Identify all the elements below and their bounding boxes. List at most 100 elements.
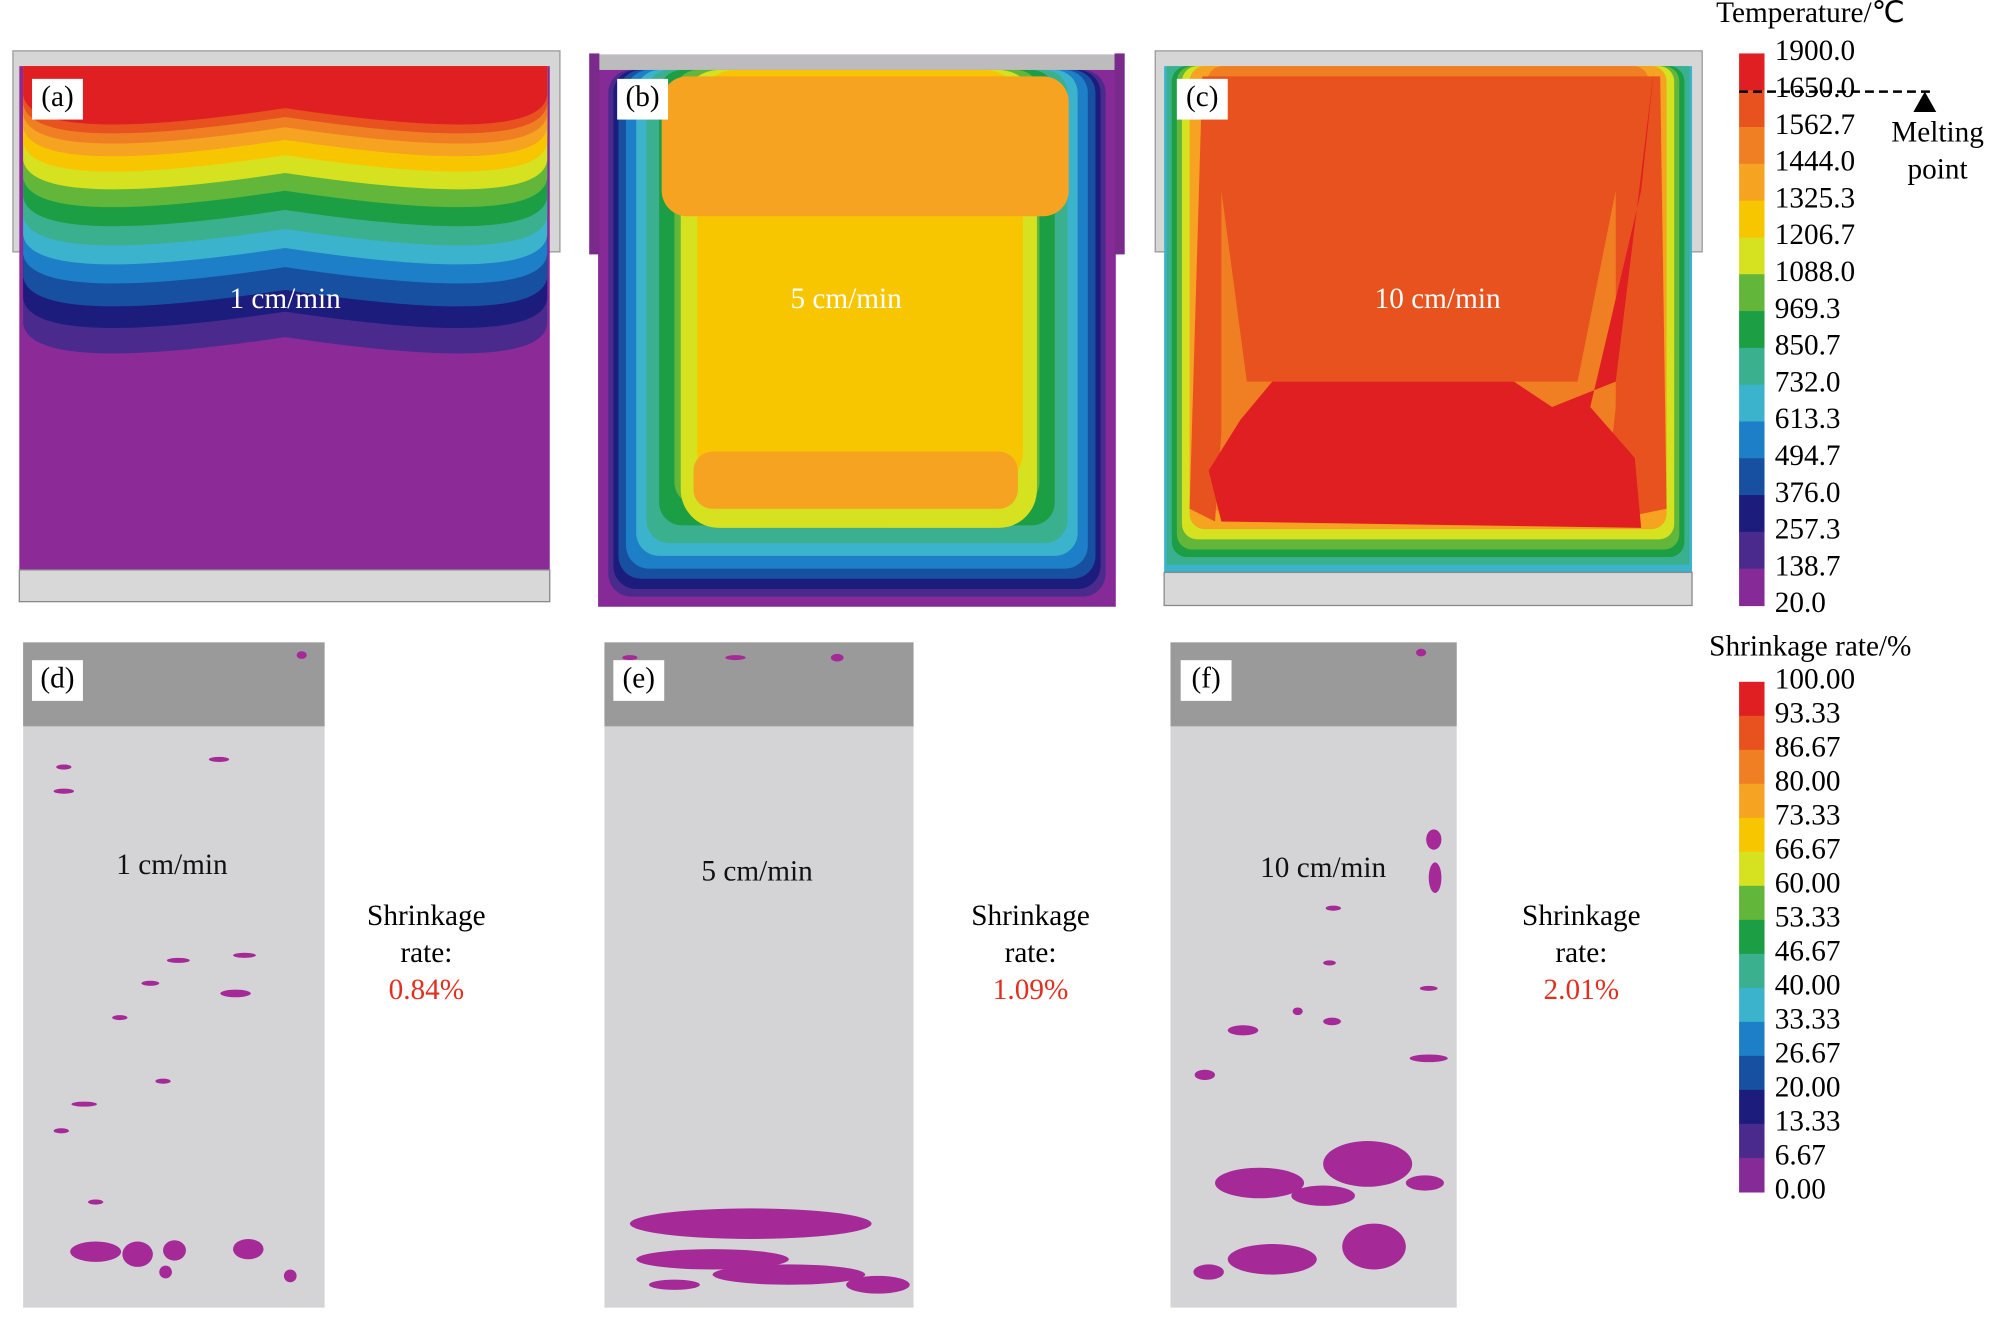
defect <box>1405 1175 1444 1191</box>
defect <box>846 1275 910 1294</box>
defect <box>1325 905 1341 911</box>
legend-label: 13.33 <box>1775 1106 1841 1138</box>
defect <box>1193 1264 1224 1280</box>
color-band <box>1739 531 1765 570</box>
defect <box>1227 1244 1317 1275</box>
color-band <box>1739 274 1765 312</box>
mold-base <box>1163 571 1693 607</box>
color-band <box>1739 851 1765 887</box>
speed-label: 5 cm/min <box>701 856 813 888</box>
defect <box>220 989 251 998</box>
legend-label: 33.33 <box>1775 1004 1841 1036</box>
legend-label: 60.00 <box>1775 868 1841 900</box>
defect <box>1409 1054 1448 1063</box>
casting <box>604 642 914 1308</box>
note: Shrinkage <box>367 900 486 932</box>
color-band <box>1739 458 1765 496</box>
legend-label: 26.67 <box>1775 1038 1841 1070</box>
legend-label: 613.3 <box>1775 403 1841 435</box>
color-band <box>1739 919 1765 955</box>
color-band <box>1739 1089 1765 1125</box>
color-band <box>1739 749 1765 785</box>
label-box <box>613 660 665 701</box>
legend-label: 1206.7 <box>1775 219 1855 251</box>
legend-label: 86.67 <box>1775 732 1841 764</box>
contour <box>661 76 1069 217</box>
legend-label: 732.0 <box>1775 366 1841 398</box>
contour <box>1189 76 1667 522</box>
defect <box>208 756 230 762</box>
color-band <box>1739 163 1765 202</box>
contour <box>23 66 548 125</box>
color-band <box>1739 1055 1765 1091</box>
defect <box>233 952 256 958</box>
color-band <box>1739 90 1765 128</box>
legend-label: 6.67 <box>1775 1140 1826 1172</box>
defect <box>53 1128 69 1134</box>
defect <box>712 1264 866 1285</box>
contour <box>598 54 1116 70</box>
label-box <box>1180 660 1232 701</box>
defect <box>163 1240 186 1261</box>
label-box <box>32 660 83 701</box>
note: rate: <box>1005 937 1057 969</box>
defect <box>283 1269 297 1283</box>
defect <box>725 655 746 661</box>
legend-label: 138.7 <box>1775 550 1841 582</box>
legend-label: 20.00 <box>1775 1072 1841 1104</box>
note: rate: <box>400 937 452 969</box>
note-value: 0.84% <box>389 974 465 1006</box>
defect <box>296 651 307 659</box>
defect <box>1419 985 1438 991</box>
defect <box>830 653 844 662</box>
defect <box>71 1101 97 1107</box>
legend-label: 1088.0 <box>1775 256 1855 288</box>
label-box <box>1176 78 1228 120</box>
color-band <box>1739 783 1765 819</box>
mold-base <box>18 569 551 603</box>
color-band <box>1739 817 1765 853</box>
defect <box>1292 1007 1303 1016</box>
color-band <box>1739 384 1765 423</box>
legend-label: 53.33 <box>1775 902 1841 934</box>
defect <box>159 1265 172 1279</box>
panel-label: (e) <box>623 662 655 694</box>
legend-label: 376.0 <box>1775 477 1841 509</box>
legend-label: 46.67 <box>1775 936 1841 968</box>
legend-label: 494.7 <box>1775 440 1841 472</box>
defect <box>56 764 72 770</box>
legend-label: 80.00 <box>1775 766 1841 798</box>
melting-arrow <box>1913 91 1937 112</box>
defect <box>1426 829 1442 850</box>
note: rate: <box>1555 937 1607 969</box>
casting <box>23 642 325 1308</box>
color-band <box>1739 568 1765 607</box>
casting <box>1170 642 1457 1308</box>
defect <box>648 1279 700 1290</box>
annotation: Melting <box>1891 117 1984 149</box>
speed-label: 1 cm/min <box>116 849 228 881</box>
defect <box>88 1199 104 1205</box>
label-box <box>617 78 669 120</box>
defect <box>233 1238 264 1260</box>
speed-label: 5 cm/min <box>790 283 902 315</box>
color-band <box>1739 681 1765 717</box>
defect <box>53 788 75 794</box>
defect <box>1194 1069 1216 1080</box>
defect <box>622 655 638 661</box>
defect <box>1291 1185 1355 1206</box>
color-band <box>1739 311 1765 349</box>
defect <box>1342 1223 1406 1270</box>
defect <box>141 980 160 986</box>
legend-label: 66.67 <box>1775 834 1841 866</box>
color-band <box>1739 53 1765 91</box>
legend-label: 40.00 <box>1775 970 1841 1002</box>
legend-title: Temperature/℃ <box>1716 0 1904 29</box>
defect <box>1215 1167 1305 1199</box>
legend-label: 73.33 <box>1775 800 1841 832</box>
color-band <box>1739 421 1765 459</box>
note-value: 2.01% <box>1544 974 1620 1006</box>
legend-label: 100.00 <box>1775 664 1855 696</box>
note-value: 1.09% <box>993 974 1069 1006</box>
legend-label: 1444.0 <box>1775 146 1855 178</box>
